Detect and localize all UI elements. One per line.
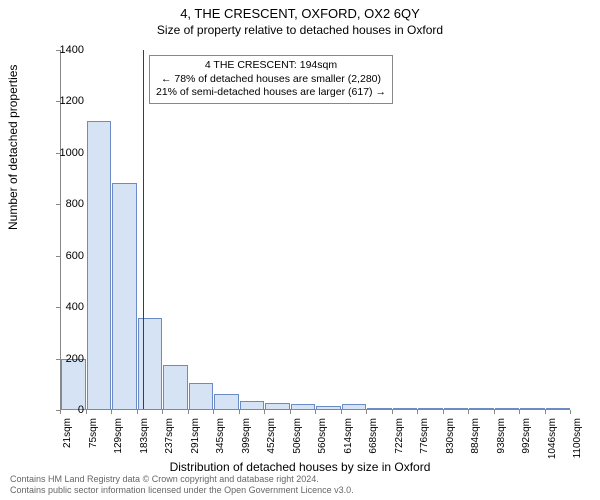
chart-subtitle: Size of property relative to detached ho…	[0, 21, 600, 41]
histogram-bar	[61, 359, 86, 409]
x-tick-mark	[366, 410, 367, 414]
histogram-bar	[112, 183, 137, 409]
histogram-bar	[444, 408, 469, 409]
histogram-bar	[163, 365, 188, 409]
x-tick-mark	[264, 410, 265, 414]
x-tick-mark	[519, 410, 520, 414]
x-tick-mark	[213, 410, 214, 414]
y-tick-label: 1200	[44, 95, 84, 107]
x-tick-mark	[392, 410, 393, 414]
histogram-bar	[265, 403, 290, 409]
x-tick-mark	[468, 410, 469, 414]
histogram-bar	[367, 408, 392, 409]
histogram-bar	[189, 383, 214, 409]
x-tick-mark	[417, 410, 418, 414]
x-tick-mark	[545, 410, 546, 414]
annot-line3: 21% of semi-detached houses are larger (…	[156, 86, 386, 100]
x-tick-mark	[315, 410, 316, 414]
x-tick-mark	[341, 410, 342, 414]
footer-line1: Contains HM Land Registry data © Crown c…	[10, 474, 354, 485]
x-tick-mark	[111, 410, 112, 414]
y-tick-label: 800	[44, 198, 84, 210]
y-tick-mark	[56, 50, 60, 51]
annot-line2: ← 78% of detached houses are smaller (2,…	[156, 73, 386, 87]
footer-attribution: Contains HM Land Registry data © Crown c…	[10, 474, 354, 496]
y-tick-mark	[56, 204, 60, 205]
histogram-bar	[214, 394, 239, 409]
histogram-bar	[240, 401, 265, 409]
y-tick-mark	[56, 153, 60, 154]
x-tick-mark	[137, 410, 138, 414]
chart-plot-area: 4 THE CRESCENT: 194sqm← 78% of detached …	[60, 50, 570, 410]
y-tick-label: 0	[44, 404, 84, 416]
x-tick-mark	[443, 410, 444, 414]
footer-line2: Contains public sector information licen…	[10, 485, 354, 496]
y-tick-label: 400	[44, 301, 84, 313]
histogram-bar	[495, 408, 520, 409]
histogram-bar	[138, 318, 163, 409]
x-tick-mark	[162, 410, 163, 414]
property-marker-line	[143, 50, 144, 409]
annot-line1: 4 THE CRESCENT: 194sqm	[156, 59, 386, 73]
y-tick-mark	[56, 359, 60, 360]
y-tick-label: 200	[44, 353, 84, 365]
annotation-box: 4 THE CRESCENT: 194sqm← 78% of detached …	[149, 55, 393, 104]
histogram-bar	[316, 406, 341, 409]
x-tick-mark	[570, 410, 571, 414]
x-tick-mark	[494, 410, 495, 414]
y-tick-label: 600	[44, 250, 84, 262]
y-tick-mark	[56, 307, 60, 308]
x-tick-mark	[239, 410, 240, 414]
x-tick-mark	[188, 410, 189, 414]
y-tick-mark	[56, 101, 60, 102]
histogram-bar	[291, 404, 316, 409]
histogram-bar	[469, 408, 494, 409]
x-tick-mark	[290, 410, 291, 414]
plot-frame: 4 THE CRESCENT: 194sqm← 78% of detached …	[60, 50, 570, 410]
histogram-bar	[546, 408, 571, 409]
histogram-bar	[418, 408, 443, 409]
y-axis-label: Number of detached properties	[6, 65, 20, 230]
x-axis-label: Distribution of detached houses by size …	[0, 460, 600, 474]
chart-title: 4, THE CRESCENT, OXFORD, OX2 6QY	[0, 0, 600, 21]
histogram-bar	[520, 408, 545, 409]
x-tick-mark	[86, 410, 87, 414]
y-tick-label: 1400	[44, 44, 84, 56]
y-tick-label: 1000	[44, 147, 84, 159]
histogram-bar	[393, 408, 418, 409]
histogram-bar	[87, 121, 112, 409]
y-tick-mark	[56, 256, 60, 257]
histogram-bar	[342, 404, 367, 409]
x-tick-mark	[60, 410, 61, 414]
